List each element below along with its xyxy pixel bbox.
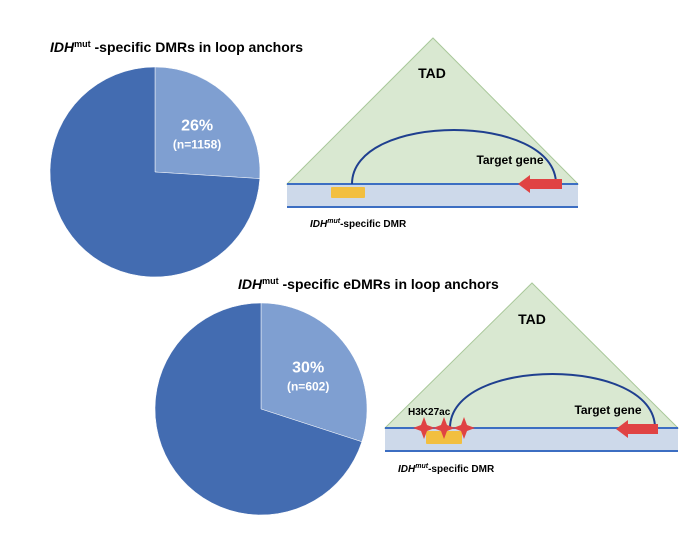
dmr-label: IDHmut-specific DMR [310, 218, 407, 230]
target-gene-label: Target gene [476, 153, 543, 167]
pie2-slice-percent-label: 30% [292, 360, 324, 377]
pie2-slice-1 [154, 302, 363, 516]
pie-title-1-sup: mut [74, 39, 91, 49]
pie-chart-1 [49, 66, 261, 278]
gene-arrow [518, 175, 562, 193]
gene-arrow [616, 420, 658, 438]
dmr-box [331, 187, 365, 198]
h3k27ac-star-icon [413, 417, 435, 439]
target-gene-label: Target gene [574, 403, 641, 417]
h3k27ac-star-icon [453, 417, 475, 439]
tad-diagram-2: TAD Target gene H3K27ac IDHmut-specific … [383, 282, 680, 475]
pie1-slice-0 [154, 66, 261, 179]
pie-chart-2 [154, 302, 368, 516]
pie2-slice-0 [260, 302, 368, 443]
h3k27ac-star-icon [433, 417, 455, 439]
pie-title-2-italic: IDH [238, 276, 263, 292]
pie1-slice-count-label: (n=1158) [173, 137, 221, 151]
chromatin-loop [351, 129, 557, 185]
dmr-label: IDHmut-specific DMR [398, 463, 495, 475]
chromatin-loop [449, 373, 656, 429]
tad-diagram-1: TAD Target gene IDHmut-specific DMR [285, 37, 580, 230]
pie1-slice-1 [49, 66, 261, 278]
pie-title-2-rest: -specific eDMRs in loop anchors [279, 276, 499, 292]
h3k27ac-marks [413, 417, 475, 439]
pie2-slice-count-label: (n=602) [287, 380, 329, 394]
h3k27ac-label: H3K27ac [408, 407, 451, 418]
pie-title-1: IDHmut -specific DMRs in loop anchors [50, 39, 303, 55]
pie-title-1-italic: IDH [50, 39, 75, 55]
pie-title-2: IDHmut -specific eDMRs in loop anchors [238, 276, 499, 292]
pie-title-2-sup: mut [262, 276, 279, 286]
pie1-slice-percent-label: 26% [181, 117, 213, 134]
pie-title-1-rest: -specific DMRs in loop anchors [91, 39, 304, 55]
tad-label: TAD [518, 311, 546, 327]
tad-label: TAD [418, 65, 446, 81]
